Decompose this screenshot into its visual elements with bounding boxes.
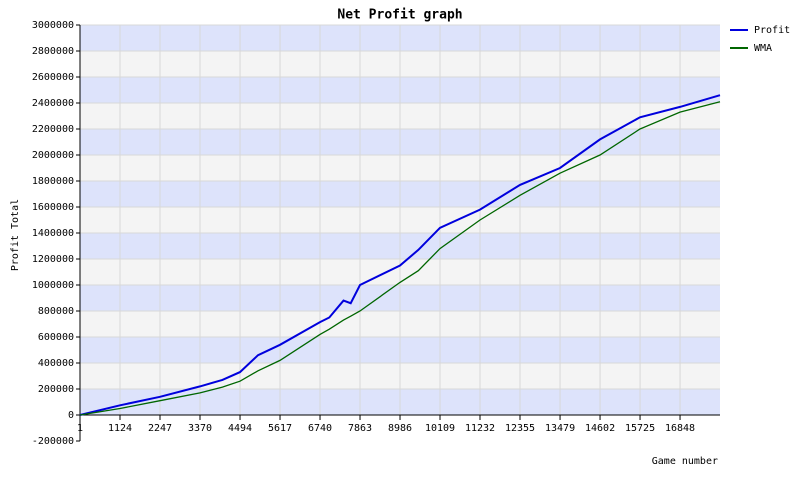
x-tick-label: 16848 xyxy=(665,423,695,434)
x-tick-label: 13479 xyxy=(545,423,575,434)
x-axis-label: Game number xyxy=(652,456,718,467)
y-tick-label: 2400000 xyxy=(32,98,74,109)
y-tick-label: 200000 xyxy=(38,384,74,395)
x-tick-label: 2247 xyxy=(148,423,172,434)
x-tick-label: 6740 xyxy=(308,423,332,434)
x-tick-label: 11232 xyxy=(465,423,495,434)
y-tick-label: 2800000 xyxy=(32,46,74,57)
x-tick-label: 5617 xyxy=(268,423,292,434)
y-tick-label: 400000 xyxy=(38,358,74,369)
y-tick-label: 600000 xyxy=(38,332,74,343)
y-tick-label: 2200000 xyxy=(32,124,74,135)
series-line xyxy=(79,101,721,416)
x-tick-label: 14602 xyxy=(585,423,615,434)
y-tick-label: 1200000 xyxy=(32,254,74,265)
y-tick-label: 3000000 xyxy=(32,20,74,31)
y-tick-label: 800000 xyxy=(38,306,74,317)
x-tick-label: 1124 xyxy=(108,423,132,434)
legend-label: Profit xyxy=(754,25,790,36)
y-tick-label: 2600000 xyxy=(32,72,74,83)
x-tick-label: 3370 xyxy=(188,423,212,434)
y-tick-label: -200000 xyxy=(32,436,74,447)
series-line xyxy=(79,94,721,416)
y-tick-label: 1800000 xyxy=(32,176,74,187)
y-tick-label: 1400000 xyxy=(32,228,74,239)
x-tick-label: 8986 xyxy=(388,423,412,434)
x-tick-label: 15725 xyxy=(625,423,655,434)
y-axis-label: Profit Total xyxy=(10,199,21,271)
legend-label: WMA xyxy=(754,43,772,54)
y-tick-label: 2000000 xyxy=(32,150,74,161)
y-tick-label: 0 xyxy=(68,410,74,421)
x-tick-label: 12355 xyxy=(505,423,535,434)
x-tick-label: 10109 xyxy=(425,423,455,434)
y-tick-label: 1600000 xyxy=(32,202,74,213)
x-tick-label: 7863 xyxy=(348,423,372,434)
y-tick-label: 1000000 xyxy=(32,280,74,291)
x-tick-label: 4494 xyxy=(228,423,252,434)
chart-title: Net Profit graph xyxy=(337,8,462,23)
